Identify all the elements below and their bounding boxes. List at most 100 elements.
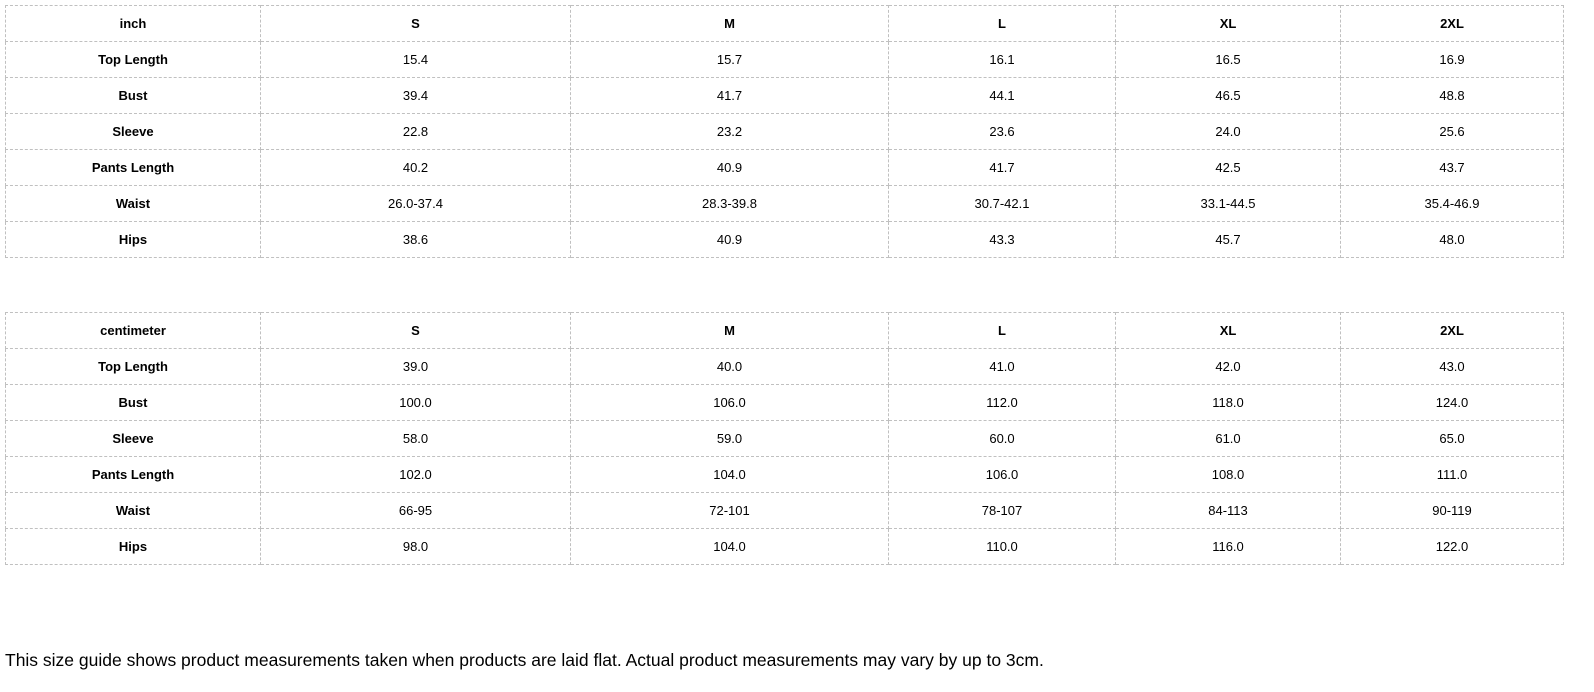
row-label-cell: Waist xyxy=(5,492,261,529)
measurement-value-cell: 112.0 xyxy=(888,384,1116,421)
measurement-value-cell: 60.0 xyxy=(888,420,1116,457)
row-label-cell: Pants Length xyxy=(5,456,261,493)
row-label-cell: Waist xyxy=(5,185,261,222)
measurement-value-cell: 90-119 xyxy=(1340,492,1564,529)
measurement-value-cell: 45.7 xyxy=(1115,221,1341,258)
size-header-cell: L xyxy=(888,5,1116,42)
size-header-cell: XL xyxy=(1115,312,1341,349)
row-label-cell: Top Length xyxy=(5,41,261,78)
size-table-header-row: inch S M L XL 2XL xyxy=(5,5,1564,42)
measurement-row: Waist 26.0-37.4 28.3-39.8 30.7-42.1 33.1-44.… xyxy=(5,185,1564,222)
unit-header-cell: centimeter xyxy=(5,312,261,349)
measurement-row: Top Length 15.4 15.7 16.1 16.5 16.9 xyxy=(5,41,1564,78)
measurement-value-cell: 106.0 xyxy=(570,384,889,421)
measurement-value-cell: 65.0 xyxy=(1340,420,1564,457)
measurement-value-cell: 39.0 xyxy=(260,348,571,385)
measurement-row: Top Length 39.0 40.0 41.0 42.0 43.0 xyxy=(5,348,1564,385)
measurement-value-cell: 58.0 xyxy=(260,420,571,457)
row-label-cell: Hips xyxy=(5,221,261,258)
measurement-value-cell: 124.0 xyxy=(1340,384,1564,421)
measurement-value-cell: 42.5 xyxy=(1115,149,1341,186)
measurement-value-cell: 30.7-42.1 xyxy=(888,185,1116,222)
measurement-value-cell: 23.6 xyxy=(888,113,1116,150)
measurement-value-cell: 59.0 xyxy=(570,420,889,457)
measurement-value-cell: 116.0 xyxy=(1115,528,1341,565)
row-label-cell: Bust xyxy=(5,384,261,421)
measurement-value-cell: 24.0 xyxy=(1115,113,1341,150)
measurement-value-cell: 44.1 xyxy=(888,77,1116,114)
measurement-row: Pants Length 102.0 104.0 106.0 108.0 111.0 xyxy=(5,456,1564,493)
measurement-value-cell: 118.0 xyxy=(1115,384,1341,421)
row-label-cell: Hips xyxy=(5,528,261,565)
measurement-value-cell: 28.3-39.8 xyxy=(570,185,889,222)
measurement-value-cell: 22.8 xyxy=(260,113,571,150)
measurement-row: Hips 98.0 104.0 110.0 116.0 122.0 xyxy=(5,528,1564,565)
row-label-cell: Bust xyxy=(5,77,261,114)
measurement-value-cell: 110.0 xyxy=(888,528,1116,565)
measurement-value-cell: 48.8 xyxy=(1340,77,1564,114)
size-table-inch: inch S M L XL 2XL Top Length 15.4 15.7 16.1 16.5 1… xyxy=(5,5,1564,258)
measurement-value-cell: 40.9 xyxy=(570,149,889,186)
measurement-value-cell: 35.4-46.9 xyxy=(1340,185,1564,222)
measurement-value-cell: 61.0 xyxy=(1115,420,1341,457)
measurement-value-cell: 43.3 xyxy=(888,221,1116,258)
size-header-cell: 2XL xyxy=(1340,312,1564,349)
row-label-cell: Pants Length xyxy=(5,149,261,186)
measurement-value-cell: 41.0 xyxy=(888,348,1116,385)
measurement-value-cell: 66-95 xyxy=(260,492,571,529)
measurement-value-cell: 104.0 xyxy=(570,528,889,565)
measurement-value-cell: 16.1 xyxy=(888,41,1116,78)
measurement-value-cell: 43.7 xyxy=(1340,149,1564,186)
measurement-value-cell: 78-107 xyxy=(888,492,1116,529)
measurement-value-cell: 46.5 xyxy=(1115,77,1341,114)
measurement-row: Waist 66-95 72-101 78-107 84-113 90-119 xyxy=(5,492,1564,529)
size-header-cell: XL xyxy=(1115,5,1341,42)
measurement-value-cell: 40.2 xyxy=(260,149,571,186)
measurement-value-cell: 26.0-37.4 xyxy=(260,185,571,222)
measurement-value-cell: 104.0 xyxy=(570,456,889,493)
size-table-centimeter: centimeter S M L XL 2XL Top Length 39.0 40.0 41.… xyxy=(5,312,1564,565)
measurement-value-cell: 102.0 xyxy=(260,456,571,493)
measurement-value-cell: 48.0 xyxy=(1340,221,1564,258)
measurement-value-cell: 33.1-44.5 xyxy=(1115,185,1341,222)
measurement-row: Hips 38.6 40.9 43.3 45.7 48.0 xyxy=(5,221,1564,258)
measurement-value-cell: 98.0 xyxy=(260,528,571,565)
measurement-value-cell: 23.2 xyxy=(570,113,889,150)
measurement-row: Sleeve 58.0 59.0 60.0 61.0 65.0 xyxy=(5,420,1564,457)
measurement-value-cell: 38.6 xyxy=(260,221,571,258)
measurement-row: Bust 100.0 106.0 112.0 118.0 124.0 xyxy=(5,384,1564,421)
row-label-cell: Sleeve xyxy=(5,113,261,150)
size-table-header-row: centimeter S M L XL 2XL xyxy=(5,312,1564,349)
measurement-value-cell: 15.7 xyxy=(570,41,889,78)
measurement-value-cell: 42.0 xyxy=(1115,348,1341,385)
measurement-value-cell: 122.0 xyxy=(1340,528,1564,565)
measurement-value-cell: 108.0 xyxy=(1115,456,1341,493)
measurement-value-cell: 15.4 xyxy=(260,41,571,78)
measurement-value-cell: 41.7 xyxy=(570,77,889,114)
size-guide-disclaimer: This size guide shows product measuremen… xyxy=(5,650,1044,670)
measurement-value-cell: 106.0 xyxy=(888,456,1116,493)
measurement-value-cell: 16.9 xyxy=(1340,41,1564,78)
measurement-value-cell: 72-101 xyxy=(570,492,889,529)
size-header-cell: L xyxy=(888,312,1116,349)
measurement-value-cell: 25.6 xyxy=(1340,113,1564,150)
measurement-value-cell: 111.0 xyxy=(1340,456,1564,493)
size-header-cell: M xyxy=(570,5,889,42)
measurement-value-cell: 40.0 xyxy=(570,348,889,385)
table-gap xyxy=(5,258,1594,312)
measurement-row: Sleeve 22.8 23.2 23.6 24.0 25.6 xyxy=(5,113,1564,150)
measurement-value-cell: 16.5 xyxy=(1115,41,1341,78)
measurement-row: Bust 39.4 41.7 44.1 46.5 48.8 xyxy=(5,77,1564,114)
unit-header-cell: inch xyxy=(5,5,261,42)
size-header-cell: S xyxy=(260,312,571,349)
row-label-cell: Top Length xyxy=(5,348,261,385)
size-guide-page: inch S M L XL 2XL Top Length 15.4 15.7 16.1 16.5 1… xyxy=(5,5,1594,670)
measurement-value-cell: 40.9 xyxy=(570,221,889,258)
measurement-value-cell: 39.4 xyxy=(260,77,571,114)
row-label-cell: Sleeve xyxy=(5,420,261,457)
size-header-cell: S xyxy=(260,5,571,42)
measurement-row: Pants Length 40.2 40.9 41.7 42.5 43.7 xyxy=(5,149,1564,186)
measurement-value-cell: 100.0 xyxy=(260,384,571,421)
measurement-value-cell: 84-113 xyxy=(1115,492,1341,529)
size-header-cell: M xyxy=(570,312,889,349)
